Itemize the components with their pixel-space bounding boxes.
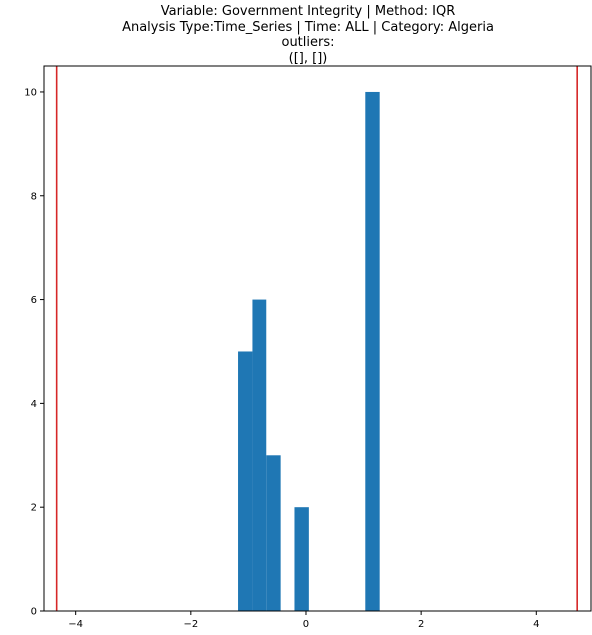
- axes-group: −4 −2 0 2 4 0 2 4 6 8 10: [24, 65, 592, 630]
- x-tick-label: 2: [418, 619, 424, 630]
- title-line-4: ([], []): [288, 50, 328, 66]
- histogram-bar-1: [238, 351, 253, 611]
- title-line-3: outliers:: [281, 35, 335, 50]
- x-tick-label: 4: [533, 619, 539, 630]
- y-tick-label: 8: [31, 191, 37, 202]
- x-tick-label: −2: [183, 619, 198, 630]
- bars-group: [238, 91, 380, 611]
- x-tick-label: 0: [303, 619, 309, 630]
- y-tick-label: 10: [24, 87, 37, 98]
- histogram-bar-3: [266, 455, 281, 611]
- y-tick-label: 4: [31, 399, 37, 410]
- histogram-bar-5: [365, 91, 380, 611]
- y-tick-label: 6: [31, 295, 37, 306]
- y-tick-label: 0: [31, 607, 37, 618]
- threshold-lines-group: [55, 66, 578, 611]
- plot-frame: [43, 65, 592, 612]
- title-line-2: Analysis Type:Time_Series | Time: ALL | …: [122, 19, 494, 35]
- x-tick-label: −4: [68, 619, 83, 630]
- histogram-bar-2: [252, 299, 267, 611]
- histogram-bar-4: [294, 507, 309, 611]
- y-tick-label: 2: [31, 503, 37, 514]
- title-line-1: Variable: Government Integrity | Method:…: [160, 4, 456, 19]
- chart-title: Variable: Government Integrity | Method:…: [0, 4, 592, 66]
